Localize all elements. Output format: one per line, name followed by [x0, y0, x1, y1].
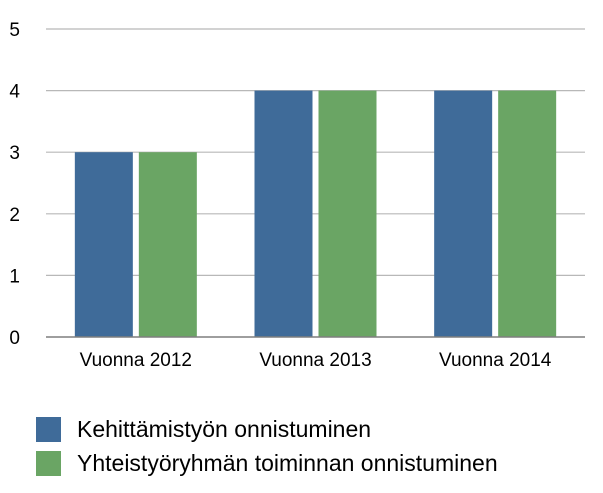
- bar-series-2-vuonna-2014: [498, 90, 557, 337]
- x-tick-label-vuonna-2012: Vuonna 2012: [80, 350, 192, 371]
- bar-series-2-vuonna-2013: [318, 90, 377, 337]
- legend-item-kehittamistyo: Kehittämistyön onnistuminen: [36, 414, 596, 444]
- chart-area: 0 1 2 3 4 5 Vuonna 2012 Vuonna 2013 Vuonna 2014: [9, 20, 585, 371]
- bars: [74, 90, 557, 337]
- y-tick-label-4: 4: [9, 82, 20, 103]
- legend-swatch-series-1: [36, 416, 61, 442]
- y-tick-label-0: 0: [9, 328, 20, 349]
- legend-item-yhteistyoryhma: Yhteistyöryhmän toiminnan onnistuminen: [36, 448, 596, 478]
- gridlines: [46, 28, 585, 276]
- x-tick-label-vuonna-2013: Vuonna 2013: [259, 350, 371, 371]
- bar-chart: 0 1 2 3 4 5 Vuonna 2012 Vuonna 2013 Vuonna 2014: [9, 20, 585, 371]
- bar-series-1-vuonna-2013: [254, 90, 313, 337]
- legend-label-series-1: Kehittämistyön onnistuminen: [77, 416, 372, 442]
- legend-label-series-2: Yhteistyöryhmän toiminnan onnistuminen: [77, 450, 498, 476]
- bar-series-1-vuonna-2012: [74, 152, 133, 337]
- y-tick-label-1: 1: [9, 266, 20, 287]
- x-tick-label-vuonna-2014: Vuonna 2014: [439, 350, 552, 371]
- bar-series-2-vuonna-2012: [138, 152, 197, 337]
- bar-series-1-vuonna-2014: [434, 90, 493, 337]
- legend: Kehittämistyön onnistuminen Yhteistyöryh…: [36, 414, 596, 482]
- y-tick-label-2: 2: [9, 205, 20, 226]
- y-tick-label-3: 3: [9, 143, 20, 164]
- y-tick-label-5: 5: [9, 20, 20, 41]
- legend-swatch-series-2: [36, 450, 61, 476]
- x-axis-tick-labels: Vuonna 2012 Vuonna 2013 Vuonna 2014: [80, 350, 552, 371]
- y-axis-tick-labels: 0 1 2 3 4 5: [9, 20, 20, 349]
